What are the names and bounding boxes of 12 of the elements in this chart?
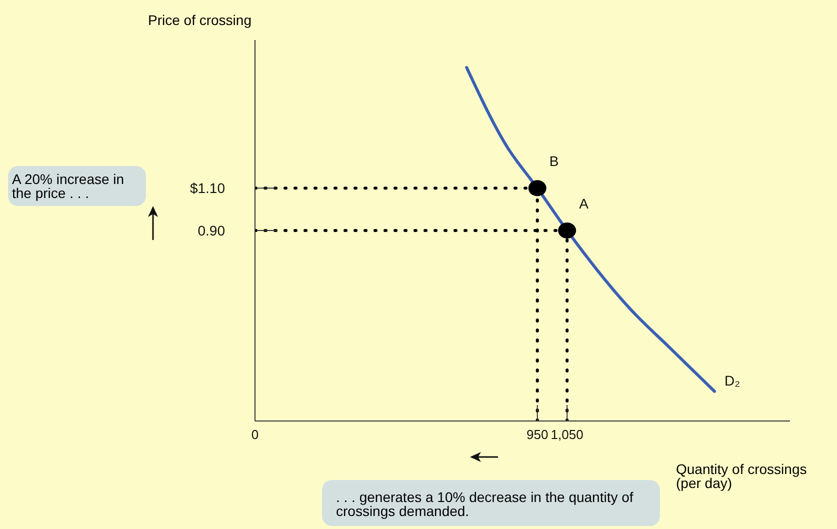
x-tick-label: 0 — [251, 427, 259, 442]
y-axis-title: Price of crossing — [148, 12, 252, 28]
y-tick-label: $1.10 — [190, 180, 226, 196]
x-axis-title: Quantity of crossings (per day) — [676, 461, 808, 491]
annotation: A — [579, 196, 590, 212]
y-tick-label: 0.90 — [198, 222, 226, 238]
x-tick-label: 950 — [526, 427, 548, 442]
annotation: B — [549, 153, 559, 170]
series-label: D₂ — [724, 372, 740, 388]
text: . . . generates a 10% decrease in the quantity of crossings demanded. — [322, 480, 660, 526]
text: A 20% increase in the price . . . — [8, 166, 146, 206]
x-tick-label: 1,050 — [550, 427, 584, 442]
